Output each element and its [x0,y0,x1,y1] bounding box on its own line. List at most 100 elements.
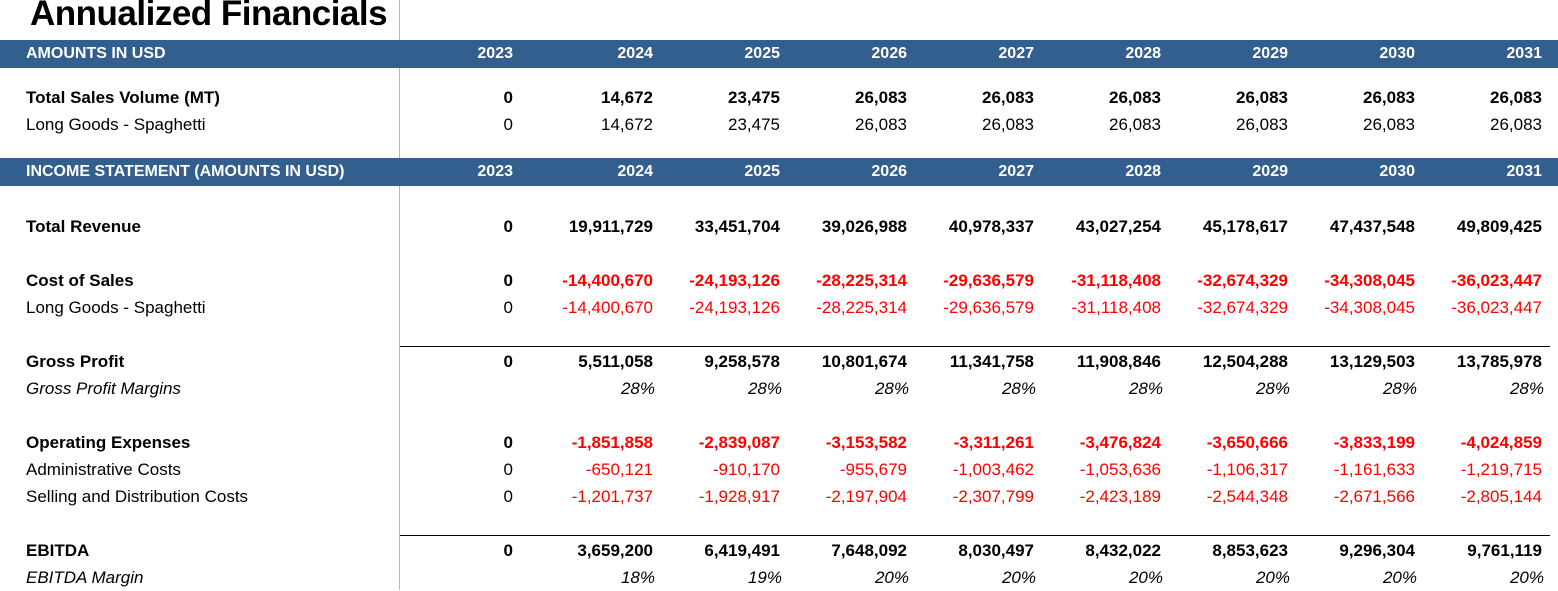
value-cell: -1,161,633 [1333,460,1415,479]
section-header-label: INCOME STATEMENT (AMOUNTS IN USD) [26,163,345,180]
value-cell: 28% [874,379,909,398]
value-cell: -31,118,408 [1071,271,1161,290]
value-cell: 9,761,119 [1467,541,1542,560]
row-label: Administrative Costs [26,460,181,479]
value-cell: -2,423,189 [1079,487,1161,506]
value-cell: -3,311,261 [953,433,1034,452]
section2-header-band: INCOME STATEMENT (AMOUNTS IN USD) 2023 202… [0,158,1558,186]
value-cell: 23,475 [728,115,780,134]
value-cell: -1,053,636 [1079,460,1161,479]
year-header: 2030 [1379,45,1415,62]
value-cell: -34,308,045 [1324,298,1415,317]
value-cell: 19% [747,568,782,587]
value-cell: 33,451,704 [694,217,780,236]
value-cell: 0 [503,487,513,506]
value-cell: -955,679 [839,460,907,479]
value-cell: -36,023,447 [1451,298,1542,317]
value-cell: 20% [1509,568,1544,587]
year-header: 2023 [477,163,513,180]
year-header: 2031 [1506,45,1542,62]
value-cell: 8,853,623 [1212,541,1288,560]
value-cell: 26,083 [982,115,1034,134]
value-cell: -4,024,859 [1460,433,1542,452]
value-cell: 39,026,988 [821,217,907,236]
value-cell: -1,003,462 [952,460,1034,479]
value-cell: 0 [503,433,513,452]
value-cell: 0 [503,541,513,560]
value-cell: 3,659,200 [577,541,653,560]
year-header: 2024 [617,45,653,62]
value-cell: -2,544,348 [1206,487,1288,506]
value-cell: -29,636,579 [943,271,1034,290]
table-row: Long Goods - Spaghetti 0 -14,400,670 -24,19… [0,295,1558,321]
value-cell: 20% [1382,568,1417,587]
value-cell: 5,511,058 [578,352,653,371]
value-cell: 26,083 [1363,88,1415,107]
table-row: Administrative Costs 0 -650,121 -910,170 -95… [0,457,1558,483]
value-cell: 13,785,978 [1456,352,1542,371]
value-cell: -34,308,045 [1324,271,1415,290]
value-cell: 14,672 [601,115,653,134]
year-header: 2023 [477,45,513,62]
table-row: EBITDA Margin 18% 19% 20% 20% 20% 20% 20% 20% [0,565,1558,591]
row-label: Operating Expenses [26,433,191,452]
value-cell: -36,023,447 [1451,271,1542,290]
row-label: Total Revenue [26,217,141,236]
value-cell: 26,083 [855,115,907,134]
value-cell: -29,636,579 [943,298,1034,317]
table-row: Gross Profit 0 5,511,058 9,258,578 10,801,67… [0,349,1558,375]
value-cell: 14,672 [601,88,653,107]
value-cell: 23,475 [728,88,780,107]
value-cell: 12,504,288 [1202,352,1288,371]
value-cell: 19,911,729 [568,217,653,236]
value-cell: 20% [1255,568,1290,587]
year-header: 2027 [998,163,1034,180]
value-cell: 26,083 [1490,88,1542,107]
year-header: 2028 [1125,45,1161,62]
row-label: Selling and Distribution Costs [26,487,249,506]
value-cell: -3,650,666 [1206,433,1288,452]
value-cell: 0 [503,217,513,236]
value-cell: 9,258,578 [704,352,780,371]
row-label: EBITDA Margin [26,568,144,587]
value-cell: -24,193,126 [689,271,780,290]
table-row: Cost of Sales 0 -14,400,670 -24,193,126 -28,… [0,268,1558,294]
value-cell: -31,118,408 [1071,298,1161,317]
value-cell: -14,400,670 [562,298,653,317]
year-header: 2027 [998,45,1034,62]
value-cell: 26,083 [982,88,1034,107]
value-cell: 20% [874,568,909,587]
value-cell: 0 [503,271,513,290]
row-label: EBITDA [26,541,90,560]
value-cell: -1,201,737 [571,487,653,506]
row-label: Cost of Sales [26,271,134,290]
value-cell: -910,170 [712,460,780,479]
value-cell: 40,978,337 [948,217,1034,236]
value-cell: -3,153,582 [825,433,907,452]
table-row: Selling and Distribution Costs 0 -1,201,73… [0,484,1558,510]
year-header: 2025 [744,45,780,62]
value-cell: 7,648,092 [831,541,907,560]
value-cell: 10,801,674 [821,352,907,371]
value-cell: 28% [1128,379,1163,398]
value-cell: 28% [1255,379,1290,398]
year-header: 2030 [1379,163,1415,180]
section1-header-band: AMOUNTS IN USD 2023 2024 2025 2026 2027 2028 20… [0,40,1558,68]
value-cell: 26,083 [1109,88,1161,107]
value-cell: -2,197,904 [825,487,907,506]
row-label: Long Goods - Spaghetti [26,115,206,134]
section-header-label: AMOUNTS IN USD [26,45,166,62]
value-cell: -32,674,329 [1197,298,1288,317]
year-header: 2031 [1506,163,1542,180]
table-row: Total Sales Volume (MT) 0 14,672 23,475 26,0… [0,85,1558,111]
column-divider [399,0,400,590]
value-cell: 26,083 [1236,115,1288,134]
value-cell: -2,805,144 [1460,487,1542,506]
value-cell: -1,106,317 [1206,460,1288,479]
value-cell: 0 [503,115,513,134]
value-cell: 26,083 [1490,115,1542,134]
value-cell: -32,674,329 [1197,271,1288,290]
year-header: 2028 [1125,163,1161,180]
value-cell: -2,839,087 [698,433,780,452]
year-header: 2024 [617,163,653,180]
